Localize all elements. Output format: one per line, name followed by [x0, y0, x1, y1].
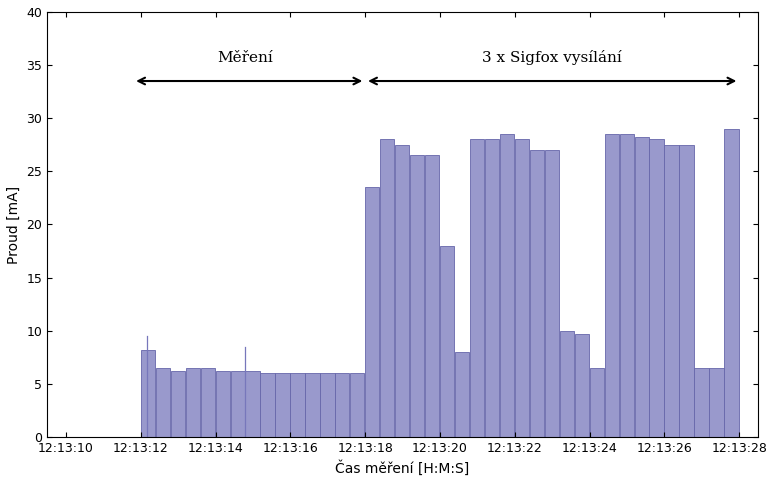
Bar: [141, 350, 155, 437]
Y-axis label: Proud [mA]: Proud [mA]: [7, 185, 21, 264]
Bar: [664, 145, 678, 437]
Bar: [350, 373, 364, 437]
Bar: [470, 140, 484, 437]
Bar: [231, 371, 245, 437]
Bar: [395, 145, 409, 437]
Bar: [380, 140, 395, 437]
Bar: [440, 246, 455, 437]
Bar: [650, 140, 664, 437]
Bar: [186, 368, 200, 437]
Bar: [291, 373, 305, 437]
Bar: [605, 134, 618, 437]
Bar: [425, 156, 439, 437]
Bar: [305, 373, 319, 437]
X-axis label: Čas měření [H:M:S]: Čas měření [H:M:S]: [336, 460, 470, 476]
Text: 3 x Sigfox vysílání: 3 x Sigfox vysílání: [483, 50, 622, 65]
Bar: [200, 368, 214, 437]
Bar: [410, 156, 424, 437]
Bar: [320, 373, 335, 437]
Bar: [171, 371, 185, 437]
Bar: [365, 187, 379, 437]
Bar: [455, 352, 469, 437]
Bar: [335, 373, 350, 437]
Bar: [724, 129, 738, 437]
Bar: [515, 140, 529, 437]
Bar: [695, 368, 709, 437]
Bar: [545, 150, 559, 437]
Bar: [590, 368, 604, 437]
Bar: [709, 368, 723, 437]
Bar: [246, 371, 260, 437]
Bar: [500, 134, 514, 437]
Text: Měření: Měření: [218, 51, 274, 65]
Bar: [260, 373, 274, 437]
Bar: [559, 331, 574, 437]
Bar: [485, 140, 499, 437]
Bar: [155, 368, 170, 437]
Bar: [530, 150, 544, 437]
Bar: [575, 334, 589, 437]
Bar: [215, 371, 230, 437]
Bar: [679, 145, 694, 437]
Bar: [275, 373, 290, 437]
Bar: [619, 134, 634, 437]
Bar: [635, 137, 649, 437]
